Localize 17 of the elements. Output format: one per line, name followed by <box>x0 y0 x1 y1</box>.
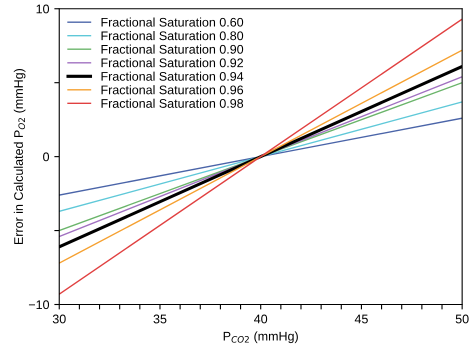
x-tick-label: 50 <box>456 314 469 324</box>
y-tick-label: −10 <box>28 300 50 310</box>
x-tick-label: 35 <box>154 314 166 324</box>
x-tick-label: 30 <box>52 314 66 324</box>
legend-label: Fractional Saturation 0.60 <box>102 18 244 27</box>
x-tick-label: 40 <box>254 314 268 324</box>
y-axis-title: Error in Calculated P$_{O2}$ (mmHg) <box>14 68 26 244</box>
legend-label: Fractional Saturation 0.96 <box>102 85 244 94</box>
legend-label: Fractional Saturation 0.90 <box>102 44 244 54</box>
y-tick-label: 0 <box>43 152 50 162</box>
x-axis-title: P$_{CO2}$ (mmHg) <box>224 331 298 344</box>
legend-label: Fractional Saturation 0.94 <box>102 72 244 81</box>
legend-label: Fractional Saturation 0.98 <box>102 98 244 108</box>
legend-label: Fractional Saturation 0.92 <box>102 58 244 68</box>
y-tick-label: 10 <box>36 4 50 14</box>
x-tick-label: 45 <box>354 314 368 324</box>
legend-label: Fractional Saturation 0.80 <box>102 31 244 40</box>
